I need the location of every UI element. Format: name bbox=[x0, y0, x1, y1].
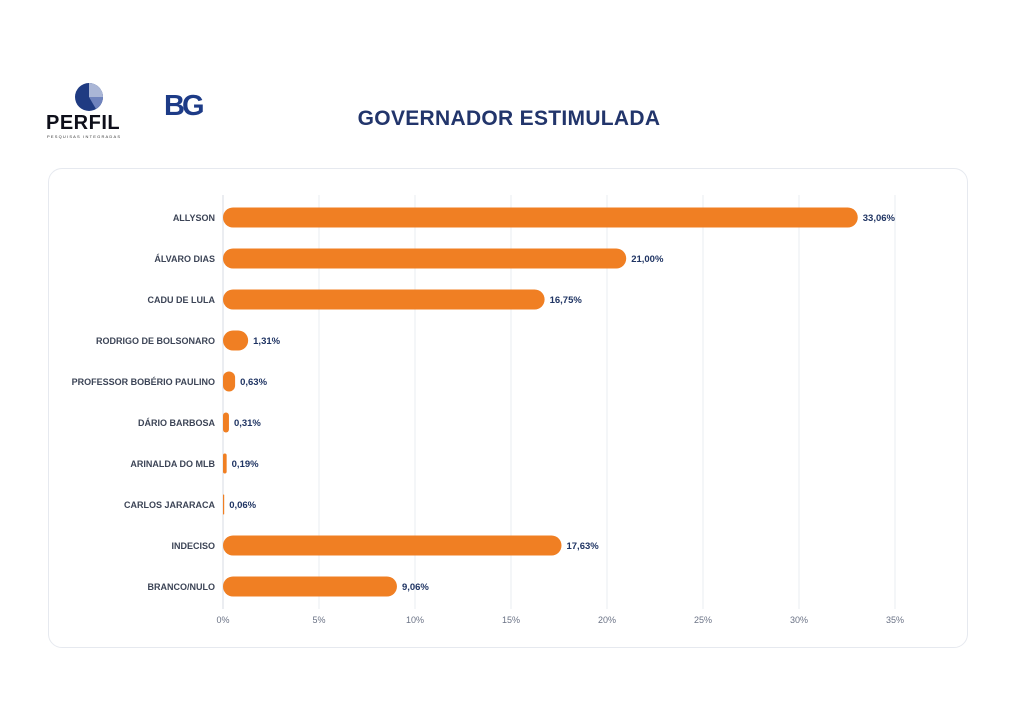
perfil-logo-tagline: PESQUISAS INTEGRADAS bbox=[47, 134, 122, 139]
bar bbox=[223, 289, 545, 310]
x-tick-label: 30% bbox=[790, 615, 808, 625]
data-label: 9,06% bbox=[402, 582, 429, 593]
x-tick-label: 0% bbox=[216, 615, 229, 625]
category-label: ARINALDA DO MLB bbox=[130, 459, 215, 469]
data-label: 0,63% bbox=[240, 377, 267, 388]
bg-logo: BG bbox=[164, 90, 204, 122]
data-label: 17,63% bbox=[566, 541, 599, 552]
bar bbox=[223, 330, 249, 351]
chart-title: GOVERNADOR ESTIMULADA bbox=[357, 107, 661, 130]
data-label: 1,31% bbox=[253, 336, 280, 347]
data-label: 21,00% bbox=[631, 254, 664, 265]
category-label: CARLOS JARARACA bbox=[124, 500, 216, 510]
bar bbox=[223, 412, 229, 433]
bar bbox=[223, 248, 627, 269]
bar bbox=[223, 576, 397, 597]
data-label: 0,31% bbox=[234, 418, 261, 429]
category-label: PROFESSOR BOBÉRIO PAULINO bbox=[72, 377, 215, 387]
perfil-globe-icon bbox=[75, 83, 103, 111]
perfil-logo-text: PERFIL bbox=[46, 112, 121, 134]
bar bbox=[223, 207, 858, 228]
perfil-logo: PERFIL PESQUISAS INTEGRADAS bbox=[46, 82, 120, 142]
chart-panel: 0% 5% 10% 15% 20% 25% 30% 35% ALLYSON 33,06% ÁLVAR… bbox=[48, 168, 968, 648]
bar bbox=[223, 494, 225, 515]
category-label: ALLYSON bbox=[173, 213, 215, 223]
data-label: 0,06% bbox=[229, 500, 256, 511]
x-tick-label: 25% bbox=[694, 615, 712, 625]
category-label: BRANCO/NULO bbox=[148, 582, 216, 592]
data-label: 0,19% bbox=[232, 459, 259, 470]
category-label: RODRIGO DE BOLSONARO bbox=[96, 336, 215, 346]
category-label: DÁRIO BARBOSA bbox=[138, 418, 216, 428]
bar bbox=[223, 453, 227, 474]
x-tick-label: 20% bbox=[598, 615, 616, 625]
category-label: INDECISO bbox=[171, 541, 215, 551]
x-tick-label: 5% bbox=[312, 615, 325, 625]
bar bbox=[223, 535, 562, 556]
category-label: ÁLVARO DIAS bbox=[154, 254, 215, 264]
x-tick-label: 10% bbox=[406, 615, 424, 625]
x-tick-label: 15% bbox=[502, 615, 520, 625]
data-label: 16,75% bbox=[550, 295, 583, 306]
x-tick-label: 35% bbox=[886, 615, 904, 625]
bar-chart: 0% 5% 10% 15% 20% 25% 30% 35% ALLYSON 33,06% ÁLVAR… bbox=[72, 195, 904, 625]
category-label: CADU DE LULA bbox=[148, 295, 216, 305]
bar bbox=[223, 371, 236, 392]
data-label: 33,06% bbox=[863, 213, 896, 224]
